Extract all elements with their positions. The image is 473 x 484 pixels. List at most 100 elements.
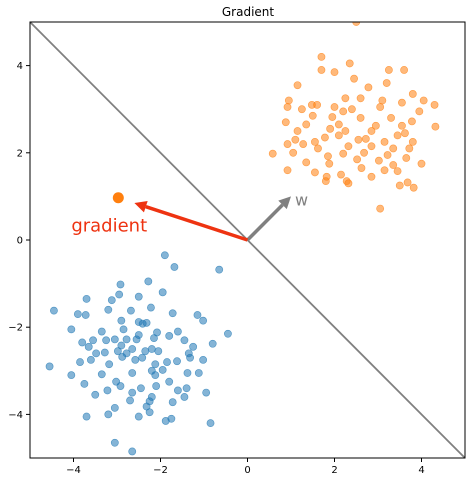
scatter-point xyxy=(378,96,387,105)
scatter-point xyxy=(215,265,224,274)
scatter-point xyxy=(154,347,163,356)
scatter-point xyxy=(314,144,322,153)
scatter-point xyxy=(302,158,311,167)
scatter-point xyxy=(283,166,292,175)
scatter-point xyxy=(364,83,373,92)
y-tick-label: −2 xyxy=(8,323,23,334)
scatter-point xyxy=(115,290,124,299)
scatter-point xyxy=(92,349,101,358)
y-tick-label: −4 xyxy=(8,410,23,421)
scatter-point xyxy=(281,118,290,127)
scatter-point xyxy=(297,105,306,114)
scatter-point xyxy=(165,332,174,340)
chart-title: Gradient xyxy=(222,5,275,19)
scatter-point xyxy=(283,140,292,148)
scatter-point xyxy=(122,335,131,344)
scatter-point xyxy=(186,353,194,362)
scatter-point xyxy=(367,142,376,151)
scatter-point xyxy=(367,127,376,135)
scatter-point xyxy=(283,103,292,111)
scatter-point xyxy=(84,342,93,351)
scatter-point xyxy=(110,335,119,344)
scatter-point xyxy=(311,137,319,146)
scatter-point xyxy=(202,388,211,397)
scatter-point xyxy=(105,360,114,369)
scatter-point xyxy=(350,74,358,83)
scatter-point xyxy=(393,167,402,176)
scatter-point xyxy=(81,311,90,319)
y-tick-label: 4 xyxy=(17,61,23,72)
x-tick-label: −4 xyxy=(66,465,81,476)
scatter-point xyxy=(165,377,174,386)
gradient-arrow xyxy=(134,200,249,242)
scatter-point xyxy=(141,347,150,356)
scatter-point xyxy=(117,316,126,325)
scatter-point xyxy=(367,172,376,181)
scatter-point xyxy=(208,339,217,348)
scatter-point xyxy=(321,177,330,186)
scatter-point xyxy=(128,388,137,397)
scatter-point xyxy=(180,336,189,345)
scatter-point xyxy=(82,412,91,421)
scatter-point xyxy=(409,183,418,192)
scatter-point xyxy=(224,329,232,338)
scatter-point xyxy=(76,358,84,366)
scatter-point xyxy=(400,66,408,74)
scatter-point xyxy=(341,127,350,135)
w-arrow xyxy=(246,196,291,242)
scatter-point xyxy=(182,384,191,393)
scatter-point xyxy=(147,303,155,312)
scatter-point xyxy=(356,114,365,122)
scatter-point xyxy=(311,168,319,177)
scatter-point xyxy=(337,170,345,179)
scatter-point xyxy=(110,438,119,447)
scatter-point xyxy=(341,94,350,103)
scatter-point xyxy=(330,103,339,111)
x-tick-label: 2 xyxy=(331,465,337,476)
scatter-point xyxy=(137,384,145,393)
scatter-point xyxy=(168,309,177,318)
scatter-point xyxy=(116,382,125,390)
x-tick-label: −2 xyxy=(153,465,168,476)
scatter-point xyxy=(380,137,389,146)
scatter-point xyxy=(50,306,58,315)
x-tick-label: 4 xyxy=(418,465,424,476)
scatter-point xyxy=(324,152,332,161)
gradient-label: gradient xyxy=(71,215,147,236)
scatter-point xyxy=(100,348,109,357)
scatter-point xyxy=(401,129,409,138)
series-1 xyxy=(268,22,440,213)
scatter-point xyxy=(173,327,182,336)
gradient-marker xyxy=(112,192,124,204)
scatter-point xyxy=(163,358,171,366)
scatter-point xyxy=(160,251,169,260)
series-0 xyxy=(45,251,232,456)
scatter-point xyxy=(80,379,89,388)
scatter-point xyxy=(193,311,202,319)
scatter-point xyxy=(150,334,158,342)
scatter-point xyxy=(113,347,122,356)
scatter-point xyxy=(330,68,339,77)
scatter-point xyxy=(417,159,426,168)
scatter-point xyxy=(128,447,137,456)
scatter-point xyxy=(302,120,311,129)
scatter-point xyxy=(78,338,87,347)
scatter-point xyxy=(97,370,106,379)
scatter-point xyxy=(380,166,389,175)
scatter-point xyxy=(408,137,417,146)
scatter-point xyxy=(334,131,343,140)
scatter-point xyxy=(344,142,353,151)
scatter-point xyxy=(151,360,160,369)
scatter-point xyxy=(360,148,368,157)
scatter-point xyxy=(408,117,416,126)
scatter-point xyxy=(415,107,424,116)
scatter-point xyxy=(352,22,361,26)
scatter-point xyxy=(291,135,300,144)
scatter-point xyxy=(134,292,143,301)
scatter-point xyxy=(194,369,203,377)
scatter-point xyxy=(382,79,391,87)
scatter-point xyxy=(328,113,337,121)
scatter-point xyxy=(91,390,100,399)
scatter-point xyxy=(134,331,143,339)
